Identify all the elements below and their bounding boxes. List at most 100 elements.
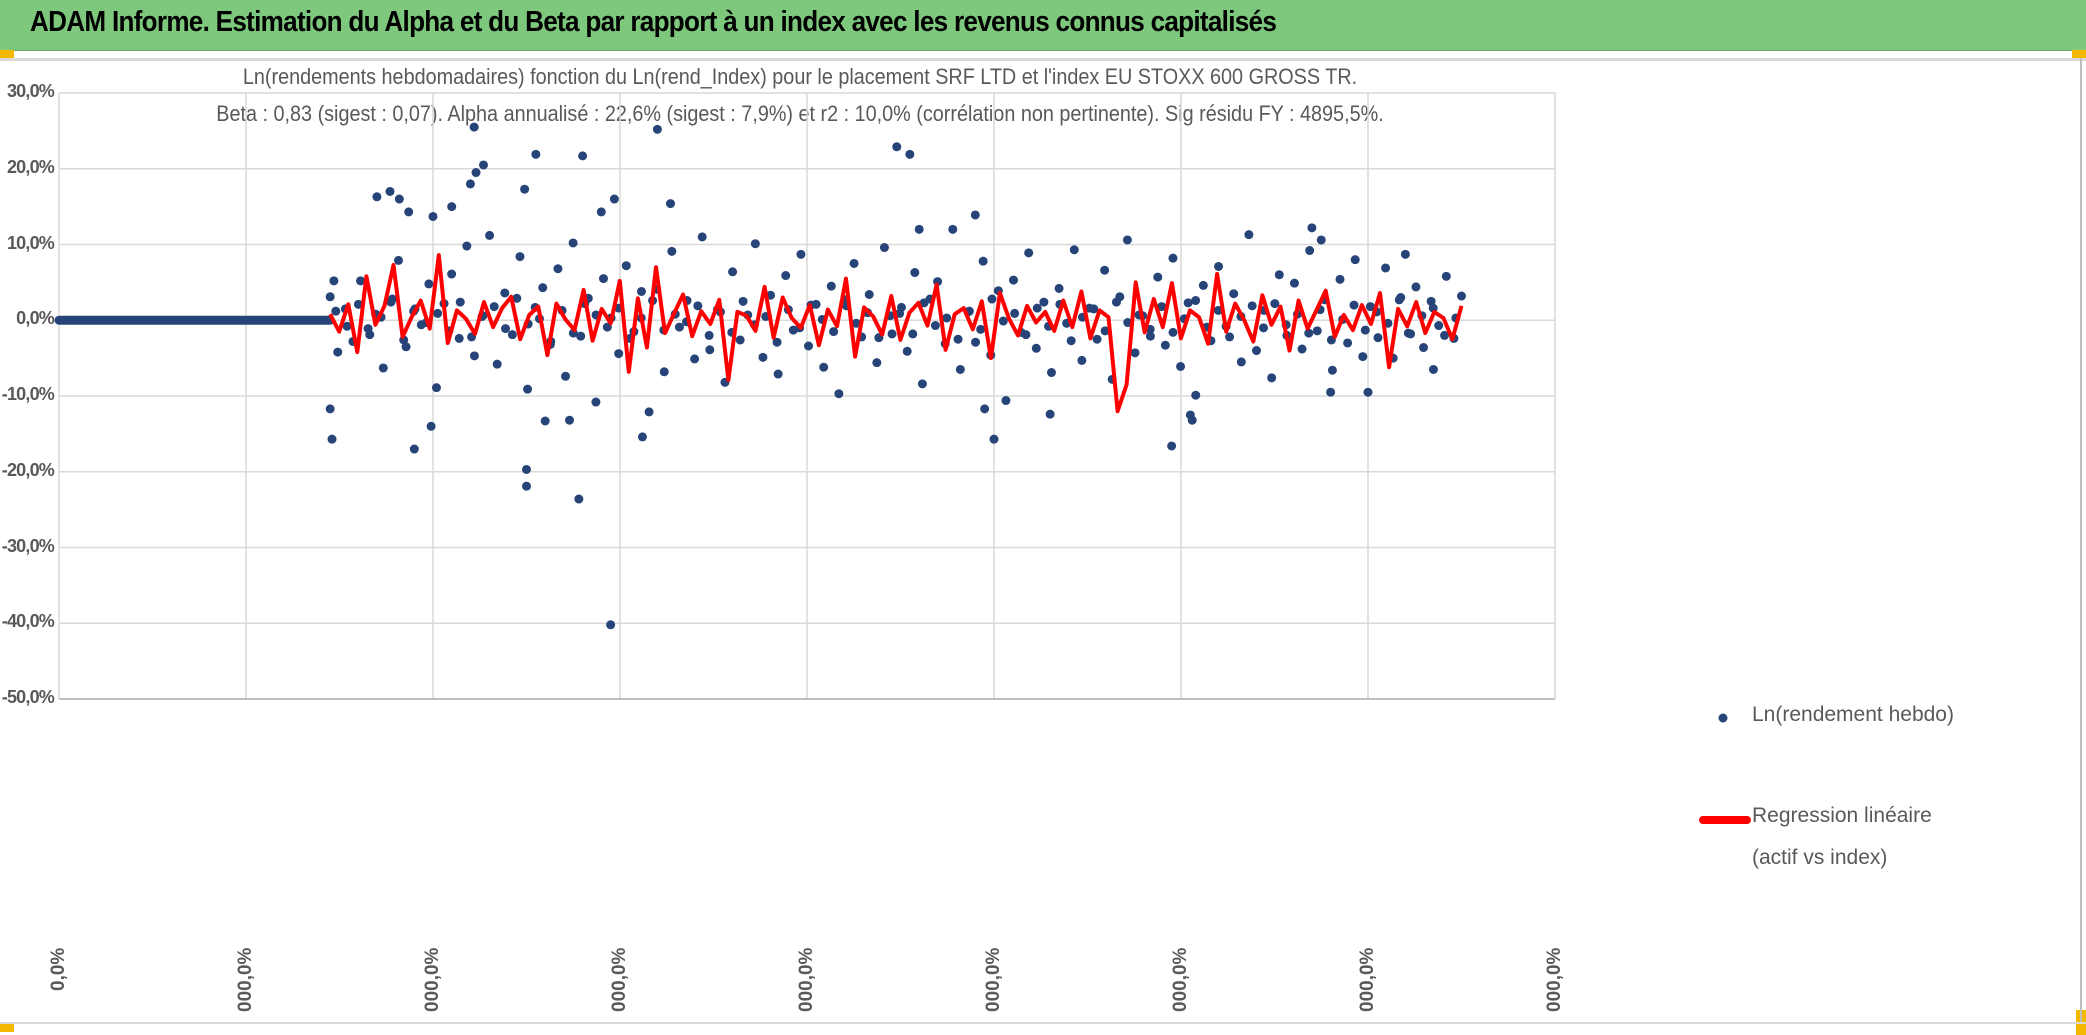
scatter-point <box>561 371 571 381</box>
legend-regression-label: Regression linéaire <box>1752 804 1932 827</box>
scatter-point <box>342 321 352 331</box>
scatter-point <box>758 352 768 362</box>
scatter-point <box>896 302 906 312</box>
y-tick-label: -10,0% <box>1 384 55 404</box>
x-tick-label: 000,0% <box>796 948 817 1013</box>
scatter-point <box>659 367 669 377</box>
scatter-point <box>637 432 647 442</box>
chart-frame-right <box>2080 58 2082 1024</box>
scatter-point <box>908 329 918 339</box>
scatter-point <box>401 342 411 352</box>
scatter-point <box>531 149 541 159</box>
scatter-point <box>930 321 940 331</box>
scatter-point <box>394 194 404 204</box>
scatter-point <box>565 415 575 425</box>
scatter-point <box>750 239 760 249</box>
scatter-point <box>1191 296 1201 306</box>
scatter-point <box>1045 409 1055 419</box>
scatter-point <box>404 207 414 217</box>
scatter-point <box>971 337 981 347</box>
scatter-point <box>1176 361 1186 371</box>
scatter-point <box>834 389 844 399</box>
scatter-point <box>1363 387 1373 397</box>
scatter-point <box>887 329 897 339</box>
scatter-point <box>372 192 382 202</box>
scatter-point <box>1031 343 1041 353</box>
scatter-point <box>598 274 608 284</box>
scatter-point <box>987 294 997 304</box>
y-tick-label: -50,0% <box>1 687 55 707</box>
scatter-point <box>1267 373 1277 383</box>
scatter-point <box>914 224 924 234</box>
scatter-point <box>465 179 475 189</box>
x-tick-label: 000,0% <box>983 948 1004 1013</box>
scatter-point <box>1358 352 1368 362</box>
scatter-point <box>1183 298 1193 308</box>
scatter-point <box>606 620 616 630</box>
scatter-point <box>1360 325 1370 335</box>
scatter-point <box>596 207 606 217</box>
scatter-point <box>948 224 958 234</box>
y-tick-label: 30,0% <box>6 81 55 101</box>
scatter-point <box>978 256 988 266</box>
scatter-point <box>1214 261 1224 271</box>
scatter-point <box>507 330 517 340</box>
scatter-point <box>636 286 646 296</box>
scatter-point <box>385 186 395 196</box>
scatter-point <box>576 331 586 341</box>
scatter-point <box>1157 302 1167 312</box>
scatter-point <box>489 302 499 312</box>
scatter-point <box>1297 344 1307 354</box>
scatter-point <box>1054 283 1064 293</box>
scatter-point <box>1304 328 1314 338</box>
scatter-point <box>1307 223 1317 233</box>
scatter-point <box>1092 334 1102 344</box>
x-tick-label: 000,0% <box>1544 948 1565 1013</box>
scatter-point <box>849 258 859 268</box>
scatter-point <box>910 268 920 278</box>
scatter-point <box>1001 396 1011 406</box>
scatter-point <box>485 230 495 240</box>
scatter-point <box>1021 330 1031 340</box>
scatter-point <box>1160 340 1170 350</box>
corner-marker <box>0 1024 14 1032</box>
scatter-point <box>522 464 531 474</box>
scatter-point <box>735 335 745 345</box>
scatter-point <box>431 383 441 393</box>
scatter-point <box>1316 235 1326 245</box>
scatter-point <box>773 369 783 379</box>
scatter-point <box>644 407 654 417</box>
scatter-point <box>409 444 419 454</box>
report-title: ADAM Informe. Estimation du Alpha et du … <box>30 6 1277 38</box>
y-tick-label: 20,0% <box>6 156 55 177</box>
scatter-point <box>667 246 677 256</box>
scatter-point <box>428 211 438 221</box>
x-tick-label: 000,0% <box>235 948 256 1013</box>
scatter-point <box>1349 300 1359 310</box>
header-divider <box>0 58 2086 61</box>
chart-title: Ln(rendements hebdomadaires) fonction du… <box>242 64 1358 89</box>
scatter-point <box>512 293 522 303</box>
scatter-point <box>1312 326 1322 336</box>
scatter-point <box>1077 355 1087 365</box>
chart-frame-bottom <box>0 1022 2086 1024</box>
scatter-point <box>1168 253 1178 263</box>
scatter-point <box>1381 263 1391 273</box>
scatter-point <box>500 288 510 298</box>
scatter-point <box>1198 280 1208 290</box>
scatter-point <box>1046 368 1056 378</box>
scatter-point <box>1168 327 1178 337</box>
scatter-point <box>522 481 531 491</box>
scatter-point <box>1153 272 1163 282</box>
y-tick-label: 10,0% <box>6 232 55 253</box>
scatter-point <box>1457 291 1466 301</box>
scatter-point <box>454 333 464 343</box>
y-tick-label: -30,0% <box>1 535 55 556</box>
scatter-point <box>1032 303 1042 313</box>
scatter-point <box>1100 326 1110 336</box>
scatter-point <box>902 346 912 356</box>
scatter-point <box>329 276 339 286</box>
scatter-point <box>1289 278 1299 288</box>
scatter-point <box>1236 357 1246 367</box>
scatter-point <box>989 434 999 444</box>
